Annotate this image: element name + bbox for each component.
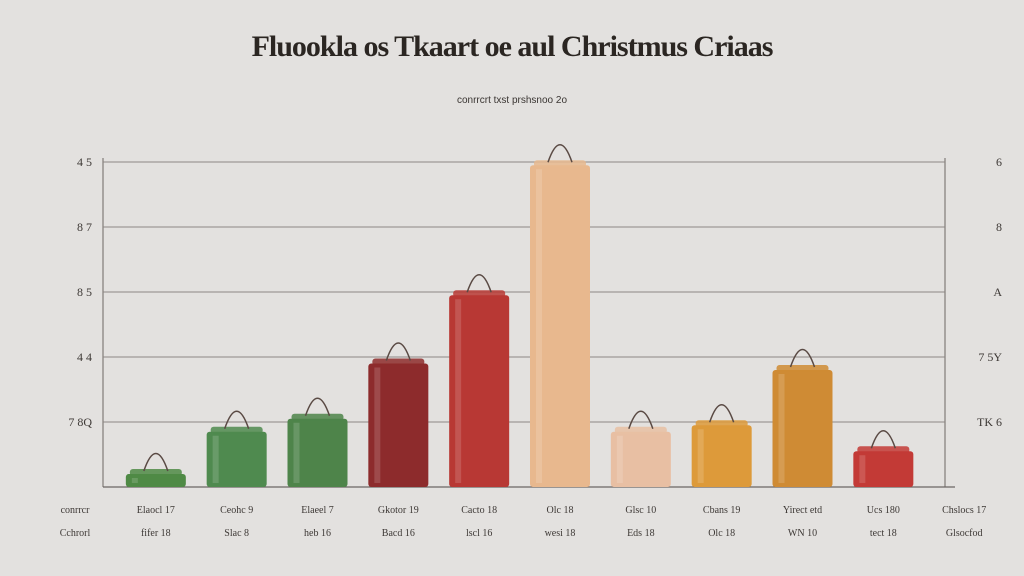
y-tick-label-left: 4 5: [77, 155, 92, 169]
bar: [206, 431, 267, 487]
bar-handle: [870, 430, 897, 449]
x-tick-label-line1: Cbans 19: [703, 505, 741, 516]
bar-cap: [372, 358, 425, 366]
x-tick-label-line1: Gkotor 19: [378, 505, 419, 516]
bar-handle: [708, 404, 735, 423]
bar-highlight: [293, 422, 300, 483]
x-tick-label-line2: heb 16: [304, 528, 331, 539]
bar-cap: [695, 420, 748, 428]
bar-cap: [614, 426, 667, 434]
y-tick-label-left: 8 7: [77, 220, 92, 234]
bar-cap: [210, 426, 263, 434]
y-tick-label-right: TK 6: [977, 415, 1002, 429]
bar-highlight: [536, 169, 542, 483]
x-tick-label-line2: Slac 8: [224, 528, 249, 539]
y-tick-label-right: 8: [996, 220, 1002, 234]
x-tick-label-line1: Elaeel 7: [301, 505, 333, 516]
x-tick-label-line1: Yirect etd: [783, 505, 822, 516]
bar-highlight: [697, 429, 704, 483]
bar: [530, 165, 590, 487]
bar: [449, 295, 510, 487]
x-tick-label-line2: Cchrorl: [60, 528, 91, 539]
x-tick-label-line2: Glsocfod: [946, 528, 983, 539]
bar-highlight: [616, 435, 623, 483]
bar-cap: [291, 413, 344, 421]
chart-title: Fluookla os Tkaart oe aul Christmus Cria…: [251, 30, 774, 63]
x-tick-label-line1: Glsc 10: [625, 505, 656, 516]
bar: [125, 474, 186, 487]
x-tick-label-line2: tect 18: [870, 528, 897, 539]
bar-cap: [453, 290, 506, 298]
x-tick-label-line1: Olc 18: [547, 505, 574, 516]
bar-highlight: [778, 374, 785, 483]
chart-subtitle: conrrcrt txst prshsnoo 2o: [456, 95, 568, 106]
x-tick-label-line2: Eds 18: [627, 528, 655, 539]
bar: [368, 363, 429, 487]
bar: [610, 431, 671, 487]
bar-cap: [129, 469, 182, 476]
bar-handle: [466, 274, 492, 293]
bar: [853, 451, 914, 487]
bar: [287, 418, 348, 487]
y-tick-label-left: 4 4: [77, 350, 92, 364]
bar-handle: [628, 410, 654, 429]
bar-cap: [857, 446, 910, 454]
y-tick-label-left: 8 5: [77, 285, 92, 299]
x-tick-label-line1: Elaocl 17: [137, 505, 175, 516]
bar-cap: [776, 365, 829, 372]
y-tick-label-right: A: [993, 285, 1002, 299]
x-tick-label-line2: lscl 16: [466, 528, 492, 539]
x-tick-label-line2: WN 10: [788, 528, 817, 539]
bar-highlight: [859, 455, 866, 483]
y-tick-label-right: 7 5Y: [978, 350, 1002, 364]
bar-handle: [223, 410, 250, 429]
bar-cap: [534, 160, 586, 168]
x-tick-label-line2: Bacd 16: [382, 528, 415, 539]
bar-handle: [547, 144, 573, 163]
bar-handle: [385, 342, 412, 361]
bar-handle: [304, 397, 331, 416]
bar: [772, 370, 833, 487]
x-tick-label-line1: Chslocs 17: [942, 505, 986, 516]
y-tick-label-right: 6: [996, 155, 1002, 169]
x-tick-label-line1: Ucs 180: [867, 505, 900, 516]
bar: [691, 425, 752, 487]
x-tick-label-line2: Olc 18: [708, 528, 735, 539]
bar-highlight: [212, 435, 219, 483]
bar-handle: [143, 452, 169, 472]
x-tick-label-line2: fifer 18: [141, 528, 171, 539]
bar-highlight: [374, 367, 381, 483]
bar-handle: [789, 348, 816, 368]
x-tick-label-line1: conrrcr: [61, 505, 91, 516]
bar-highlight: [131, 478, 138, 483]
x-tick-label-line1: Cacto 18: [461, 505, 497, 516]
bar-highlight: [455, 299, 462, 483]
x-tick-label-line2: wesi 18: [545, 528, 576, 539]
y-tick-label-left: 7 8Q: [68, 415, 92, 429]
x-tick-label-line1: Ceohc 9: [220, 505, 253, 516]
